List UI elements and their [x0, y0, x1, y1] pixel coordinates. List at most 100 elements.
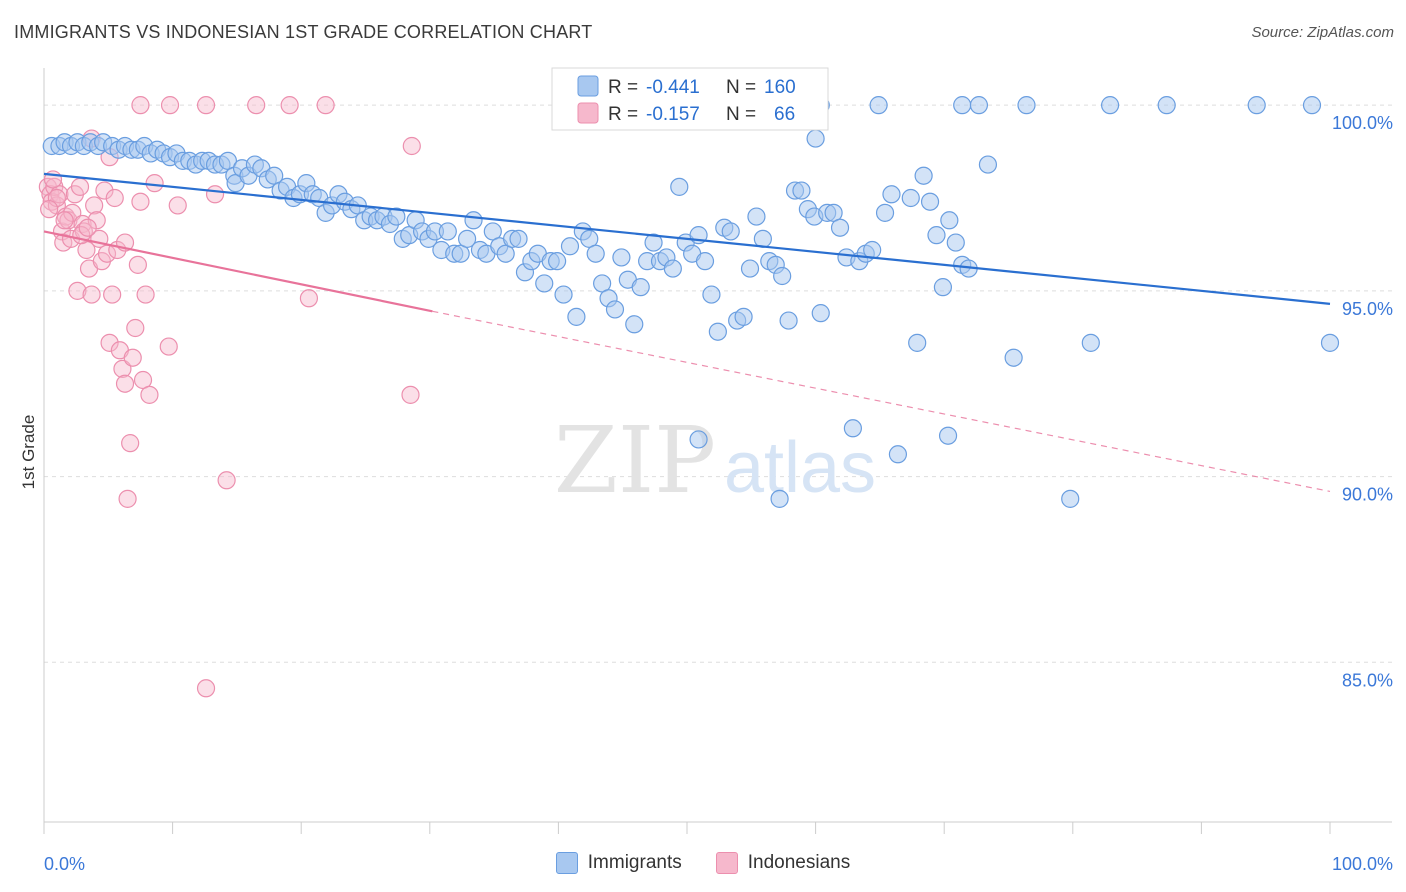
indonesians-point — [95, 181, 114, 200]
source-credit: Source: ZipAtlas.com — [1251, 24, 1394, 41]
indonesians-point — [105, 188, 124, 208]
immigrants-point — [875, 203, 895, 222]
indonesians-point — [247, 96, 266, 115]
legend-item-immigrants[interactable]: Immigrants — [555, 852, 682, 874]
immigrants-point — [933, 278, 953, 297]
immigrants-point — [644, 233, 663, 252]
indonesians-point — [299, 289, 319, 308]
immigrants-point — [969, 96, 989, 115]
y-tick-label: 100.0% — [1332, 113, 1393, 133]
indonesians-trend-line — [43, 230, 433, 313]
immigrants-point — [914, 166, 933, 185]
immigrants-point — [940, 211, 959, 230]
immigrants-trend-line — [43, 172, 1331, 305]
immigrants-point — [908, 333, 927, 352]
y-tick-label: 85.0% — [1342, 670, 1393, 690]
immigrants-point — [843, 419, 862, 438]
immigrants-point — [888, 445, 908, 464]
immigrants-point — [946, 233, 965, 252]
axes-layer — [43, 68, 1392, 834]
immigrants-point — [554, 285, 573, 304]
immigrants-point — [721, 222, 740, 241]
y-axis-label: 1st Grade — [19, 415, 38, 490]
indonesians-point — [123, 348, 142, 367]
stats-r-value-immigrants: -0.441 — [646, 77, 700, 98]
indonesians-point — [196, 679, 216, 698]
indonesians-point — [126, 318, 145, 338]
indonesians-point — [128, 255, 147, 274]
immigrants-point — [586, 244, 605, 263]
indonesians-point — [118, 489, 137, 508]
legend-label-indonesians: Indonesians — [747, 852, 851, 873]
indonesians-point — [402, 136, 421, 156]
immigrants-point — [1061, 489, 1080, 508]
immigrants-point — [663, 259, 682, 278]
y-tick-labels: 100.0% 95.0% 90.0% 85.0% — [1332, 113, 1393, 690]
indonesians-point — [145, 174, 164, 193]
indonesians-point — [196, 96, 216, 115]
immigrants-point — [1302, 96, 1322, 115]
immigrants-point — [770, 489, 789, 508]
x-tick-labels: 0.0% 100.0% — [44, 854, 1393, 874]
stats-n-value-immigrants: 160 — [764, 77, 796, 98]
immigrants-point — [938, 426, 958, 445]
immigrants-point — [1017, 96, 1036, 115]
indonesians-point — [55, 211, 74, 230]
indonesians-point — [113, 359, 132, 378]
immigrants-point — [708, 322, 727, 341]
immigrants-point — [1004, 348, 1023, 367]
immigrants-point — [567, 307, 586, 326]
indonesians-point — [159, 337, 178, 356]
indonesians-point — [316, 96, 335, 115]
indonesians-point — [68, 281, 87, 300]
immigrants-point — [869, 96, 888, 115]
immigrants-point — [747, 207, 766, 226]
immigrants-point — [753, 229, 772, 248]
stats-swatch-immigrants — [577, 75, 599, 97]
indonesians-point — [115, 374, 135, 393]
immigrants-point — [920, 192, 940, 211]
immigrants-point — [438, 222, 457, 241]
immigrants-point — [779, 311, 798, 330]
indonesians-point — [401, 385, 420, 404]
immigrants-point — [612, 248, 631, 267]
legend-label-immigrants: Immigrants — [587, 852, 682, 873]
indonesians-point — [131, 96, 150, 115]
indonesians-point — [82, 285, 101, 304]
immigrants-point — [509, 229, 528, 248]
indonesians-point — [217, 471, 236, 490]
immigrants-point — [953, 96, 972, 115]
x-tick-label: 100.0% — [1332, 854, 1393, 874]
immigrants-point — [387, 207, 406, 226]
immigrants-point — [548, 252, 567, 271]
stats-n-label-indonesians: N = — [726, 104, 756, 125]
x-tick-label: 0.0% — [44, 854, 85, 874]
watermark-zip: ZIP — [554, 407, 716, 514]
trend-lines — [43, 172, 1331, 493]
immigrants-point — [806, 129, 825, 148]
immigrants-point — [1247, 96, 1266, 115]
legend-swatch-indonesians — [715, 852, 738, 874]
legend-swatch-immigrants — [555, 852, 578, 874]
immigrants-point — [457, 229, 477, 248]
stats-legend: R = -0.441 N = 160 R = -0.157 N = 66 — [551, 67, 829, 131]
immigrants-point — [830, 218, 850, 237]
immigrants-point — [464, 211, 483, 230]
immigrants-point — [927, 226, 946, 245]
immigrants-point — [625, 315, 644, 334]
stats-r-value-indonesians: -0.157 — [646, 104, 700, 125]
indonesians-point — [168, 196, 187, 215]
watermark-atlas: atlas — [724, 428, 876, 508]
immigrants-point — [1081, 333, 1100, 352]
indonesians-point — [205, 185, 225, 204]
indonesians-point — [280, 96, 299, 115]
stats-n-label-immigrants: N = — [726, 77, 756, 98]
immigrants-point — [535, 274, 554, 293]
immigrants-point — [1320, 333, 1340, 352]
immigrants-point — [740, 259, 760, 278]
legend-item-indonesians[interactable]: Indonesians — [715, 852, 851, 874]
y-tick-label: 90.0% — [1342, 485, 1393, 505]
bottom-legend: Immigrants Indonesians — [0, 852, 1406, 874]
immigrants-point — [978, 155, 998, 174]
indonesians-point — [140, 385, 159, 404]
